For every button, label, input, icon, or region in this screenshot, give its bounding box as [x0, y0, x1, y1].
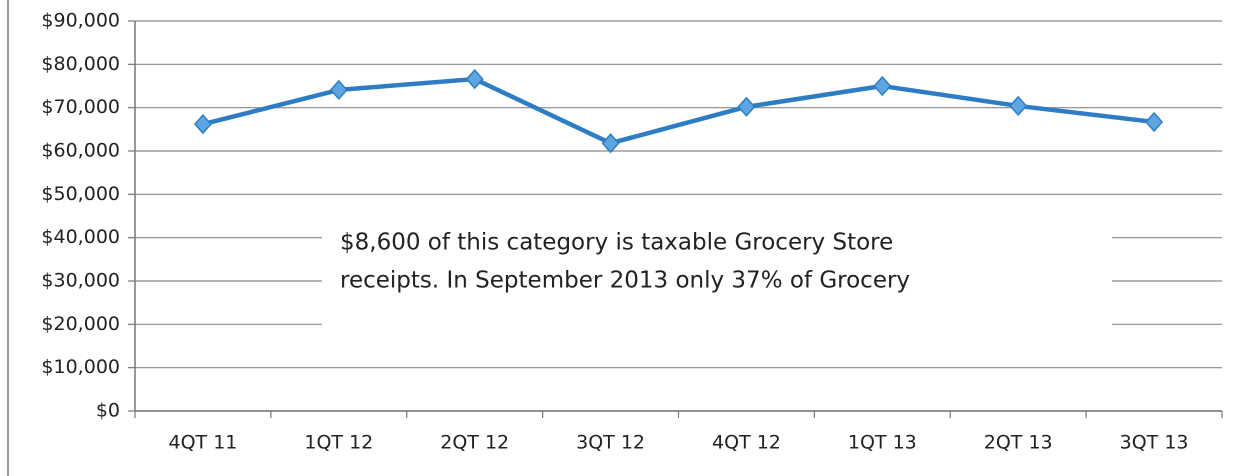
point-marker	[873, 75, 892, 97]
x-tick-label: 3QT 12	[576, 432, 645, 454]
y-tick-label: $50,000	[41, 183, 120, 205]
x-tick-label: 4QT 12	[712, 432, 781, 454]
y-tick-label: $10,000	[41, 356, 120, 378]
point-marker	[737, 96, 756, 117]
y-tick-label: $40,000	[41, 226, 120, 248]
point-marker	[601, 133, 620, 154]
x-tick-label: 1QT 13	[848, 432, 917, 454]
point-marker	[1009, 95, 1028, 117]
x-tick-label: 4QT 11	[169, 432, 238, 454]
y-tick-label: $30,000	[41, 270, 120, 292]
y-tick-label: $60,000	[41, 140, 120, 162]
x-tick-label: 3QT 13	[1120, 432, 1189, 454]
annotation-box	[322, 222, 1112, 332]
annotation: receipts. In September 2013 only 37% of …	[340, 268, 910, 294]
y-tick-label: $0	[96, 400, 120, 422]
point-marker	[193, 114, 212, 135]
y-tick-label: $20,000	[41, 313, 120, 335]
x-tick-label: 1QT 12	[304, 432, 373, 454]
y-tick-label: $70,000	[41, 96, 120, 118]
series-line	[202, 76, 1155, 146]
point-marker	[329, 79, 348, 101]
point-marker	[465, 68, 484, 90]
x-tick-label: 2QT 13	[984, 432, 1053, 454]
point-marker	[1145, 111, 1164, 133]
x-tick-label: 2QT 12	[440, 432, 509, 454]
y-tick-label: $80,000	[41, 53, 120, 75]
annotation: $8,600 of this category is taxable Groce…	[340, 230, 893, 256]
y-tick-label: $90,000	[41, 10, 120, 32]
